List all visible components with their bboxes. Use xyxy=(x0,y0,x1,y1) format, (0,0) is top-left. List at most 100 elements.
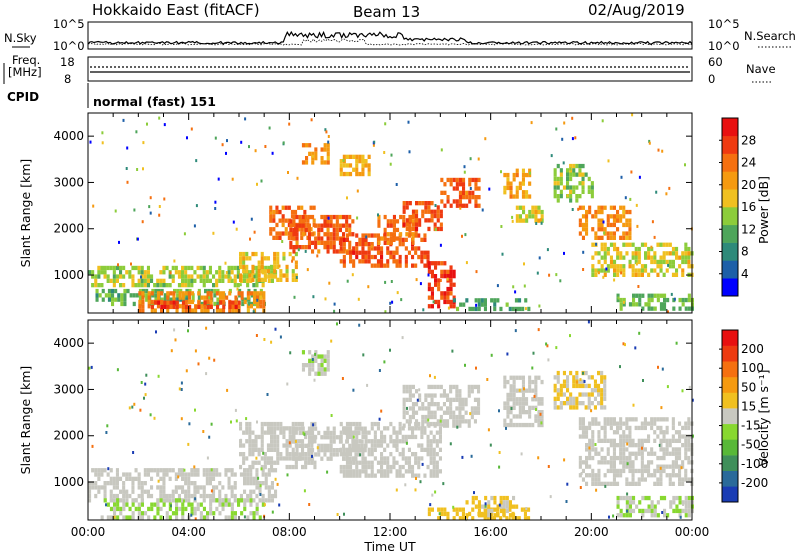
heatmap-cell xyxy=(578,460,582,465)
heatmap-cell xyxy=(523,262,525,266)
heatmap-cell xyxy=(150,304,154,310)
heatmap-cell xyxy=(233,515,237,520)
heatmap-cell xyxy=(239,256,243,261)
heatmap-cell xyxy=(411,430,415,435)
heatmap-cell xyxy=(291,421,295,427)
heatmap-cell xyxy=(435,430,439,435)
heatmap-cell xyxy=(233,485,237,490)
heatmap-cell xyxy=(345,460,349,465)
heatmap-cell xyxy=(101,131,104,135)
heatmap-cell xyxy=(159,498,163,503)
heatmap-cell xyxy=(429,443,433,448)
heatmap-cell xyxy=(373,473,377,478)
heatmap-cell xyxy=(197,304,201,310)
heatmap-cell xyxy=(316,254,319,258)
heatmap-cell xyxy=(625,447,629,452)
heatmap-cell xyxy=(278,209,282,215)
heatmap-cell xyxy=(449,265,453,270)
heatmap-cell xyxy=(458,397,462,402)
heatmap-cell xyxy=(326,363,330,368)
heatmap-cell xyxy=(578,383,582,389)
heatmap-cell xyxy=(514,298,518,303)
heatmap-cell xyxy=(171,274,175,279)
heatmap-cell xyxy=(424,406,428,411)
date-label: 02/Aug/2019 xyxy=(588,1,685,19)
heatmap-cell xyxy=(603,375,607,380)
heatmap-cell xyxy=(386,237,390,242)
heatmap-cell xyxy=(171,265,175,271)
heatmap-cell xyxy=(423,447,427,452)
heatmap-cell xyxy=(342,464,346,470)
heatmap-cell xyxy=(326,367,330,372)
heatmap-cell xyxy=(446,511,450,517)
heatmap-cell xyxy=(521,379,525,385)
heatmap-cell xyxy=(151,288,155,294)
heatmap-cell xyxy=(650,473,654,478)
colorbar-swatch xyxy=(722,207,738,226)
heatmap-cell xyxy=(452,419,456,424)
heatmap-cell xyxy=(329,443,333,448)
heatmap-cell xyxy=(609,231,613,236)
heatmap-cell xyxy=(187,283,191,288)
heatmap-cell xyxy=(678,297,682,303)
heatmap-cell xyxy=(427,406,431,411)
heatmap-cell xyxy=(490,353,493,357)
colorbar-tick-label: 8 xyxy=(741,245,749,259)
heatmap-cell xyxy=(329,236,333,241)
heatmap-cell xyxy=(493,495,497,501)
heatmap-cell xyxy=(594,272,598,277)
heatmap-cell xyxy=(305,143,309,148)
heatmap-cell xyxy=(351,219,355,224)
heatmap-cell xyxy=(666,385,669,389)
heatmap-cell xyxy=(273,439,277,444)
heatmap-cell xyxy=(307,448,311,453)
heatmap-cell xyxy=(256,299,260,305)
heatmap-cell xyxy=(212,511,216,516)
heatmap-cell xyxy=(606,251,610,256)
heatmap-cell xyxy=(373,447,377,452)
heatmap-cell xyxy=(597,481,601,486)
heatmap-cell xyxy=(411,469,415,474)
heatmap-cell xyxy=(193,506,197,512)
heatmap-cell xyxy=(408,232,412,237)
heatmap-cell xyxy=(578,379,582,384)
heatmap-cell xyxy=(187,472,191,477)
heatmap-cell xyxy=(439,226,443,232)
heatmap-cell xyxy=(458,203,462,208)
heatmap-cell xyxy=(581,227,585,232)
heatmap-cell xyxy=(436,419,440,424)
nave-label: Nave xyxy=(746,62,776,76)
heatmap-cell xyxy=(687,513,691,518)
heatmap-cell xyxy=(398,254,402,260)
heatmap-cell xyxy=(242,443,246,448)
heatmap-cell xyxy=(534,384,538,389)
heatmap-cell xyxy=(584,370,588,376)
heatmap-cell xyxy=(109,278,113,283)
heatmap-cell xyxy=(358,439,362,444)
heatmap-cell xyxy=(304,245,308,250)
heatmap-cell xyxy=(446,286,450,292)
heatmap-cell xyxy=(266,421,270,427)
heatmap-cell xyxy=(145,297,149,302)
heatmap-cell xyxy=(159,515,163,520)
heatmap-cell xyxy=(302,431,305,435)
heatmap-cell xyxy=(256,291,260,296)
heatmap-cell xyxy=(349,171,353,177)
heatmap-cell xyxy=(215,468,219,473)
heatmap-cell xyxy=(339,242,343,247)
heatmap-cell xyxy=(174,338,177,342)
heatmap-cell xyxy=(364,434,368,440)
heatmap-cell xyxy=(606,417,610,422)
heatmap-cell xyxy=(249,481,253,486)
heatmap-cell xyxy=(384,280,387,284)
heatmap-cell xyxy=(438,439,442,444)
heatmap-cell xyxy=(291,269,295,274)
heatmap-cell xyxy=(662,468,666,474)
heatmap-cell xyxy=(323,214,327,220)
heatmap-cell xyxy=(303,222,307,228)
heatmap-cell xyxy=(458,389,462,394)
heatmap-cell xyxy=(282,251,286,257)
heatmap-cell xyxy=(137,476,141,481)
cpid-label: CPID xyxy=(7,90,39,104)
heatmap-cell xyxy=(674,464,678,469)
